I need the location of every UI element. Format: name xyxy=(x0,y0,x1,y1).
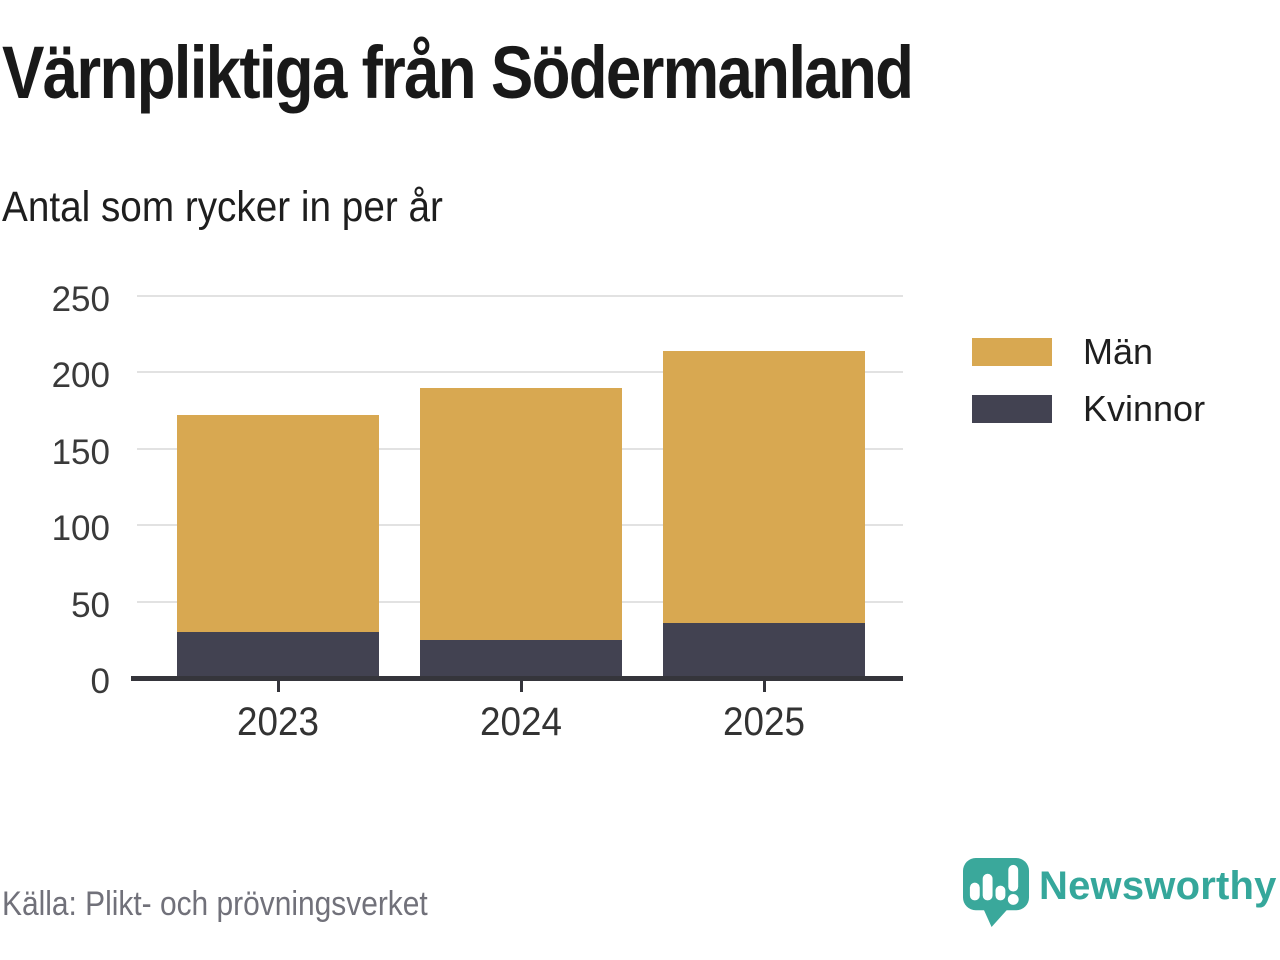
x-tick-2025 xyxy=(762,681,766,692)
y-tick-label-250: 250 xyxy=(51,280,110,319)
y-tick-label-0: 0 xyxy=(90,662,110,701)
source-text: Källa: Plikt- och prövningsverket xyxy=(2,885,428,923)
chart-subtitle: Antal som rycker in per år xyxy=(2,183,443,231)
bar-group-2025 xyxy=(663,351,865,678)
legend: Män Kvinnor xyxy=(972,331,1206,429)
bar-segment-kvinnor-2024 xyxy=(420,639,622,678)
plot-area xyxy=(137,295,903,678)
x-tick-2024 xyxy=(519,681,523,692)
y-tick-label-50: 50 xyxy=(71,585,110,625)
y-tick-label-100: 100 xyxy=(51,509,110,549)
bar-segment-män-2025 xyxy=(663,351,865,623)
legend-item-kvinnor: Kvinnor xyxy=(972,388,1206,429)
gridline-250 xyxy=(137,295,903,297)
x-tick-label-2025: 2025 xyxy=(723,700,805,744)
legend-label-kvinnor: Kvinnor xyxy=(1083,388,1206,429)
legend-swatch-män xyxy=(972,338,1052,366)
x-tick-label-2023: 2023 xyxy=(237,700,319,744)
bar-segment-män-2024 xyxy=(420,387,622,640)
x-axis-line xyxy=(131,676,903,681)
newsworthy-logo-icon xyxy=(963,858,1030,928)
y-axis-labels: 0 50 100 150 200 250 xyxy=(0,282,110,699)
newsworthy-wordmark: Newsworthy xyxy=(1039,864,1277,908)
x-tick-2023 xyxy=(276,681,280,692)
y-tick-label-150: 150 xyxy=(51,432,110,472)
bar-group-2023 xyxy=(177,415,379,678)
bar-group-2024 xyxy=(420,387,622,678)
x-tick-label-2024: 2024 xyxy=(480,700,562,744)
chart-title: Värnpliktiga från Södermanland xyxy=(2,31,914,114)
bar-segment-män-2023 xyxy=(177,415,379,633)
legend-label-män: Män xyxy=(1083,331,1154,372)
legend-swatch-kvinnor xyxy=(972,395,1052,423)
newsworthy-logo[interactable]: Newsworthy xyxy=(963,858,1277,930)
gridline-200 xyxy=(137,371,903,374)
legend-item-män: Män xyxy=(972,331,1205,372)
bar-segment-kvinnor-2025 xyxy=(663,623,865,678)
bar-segment-kvinnor-2023 xyxy=(177,632,379,678)
y-tick-label-200: 200 xyxy=(51,356,110,396)
